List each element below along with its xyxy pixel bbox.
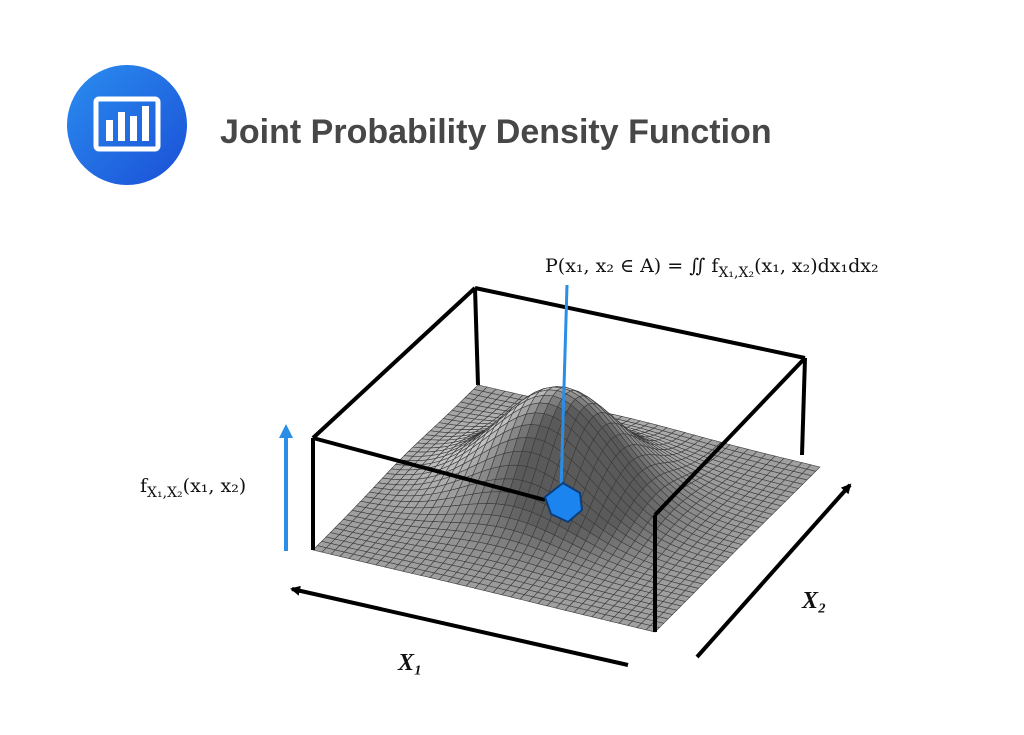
label-part: (x₁, x₂) — [183, 475, 247, 497]
title: Joint Probability Density Function — [220, 113, 772, 151]
label-part: (x₁, x₂)dx₁dx₂ — [754, 255, 879, 277]
x1-label: X₁ — [397, 650, 422, 676]
x2-arrow — [695, 483, 852, 659]
label-sub: X₁,X₂ — [147, 485, 183, 501]
label-sub: X₁,X₂ — [718, 265, 754, 281]
x2-label: X₂ — [801, 588, 826, 614]
probability-label: P(x₁, x₂ ∈ A) = ∬ fX₁,X₂(x₁, x₂)dx₁dx₂ — [545, 255, 879, 281]
x1-arrow — [290, 585, 629, 667]
label-part: P(x₁, x₂ ∈ A) = ∬ f — [545, 255, 720, 277]
icon — [67, 65, 187, 185]
region-a — [543, 481, 584, 524]
box-front — [311, 356, 807, 632]
label-part: f — [140, 475, 149, 497]
density-label: fX₁,X₂(x₁, x₂) — [140, 475, 246, 501]
pointer-line — [559, 284, 569, 491]
box-back — [311, 286, 807, 456]
